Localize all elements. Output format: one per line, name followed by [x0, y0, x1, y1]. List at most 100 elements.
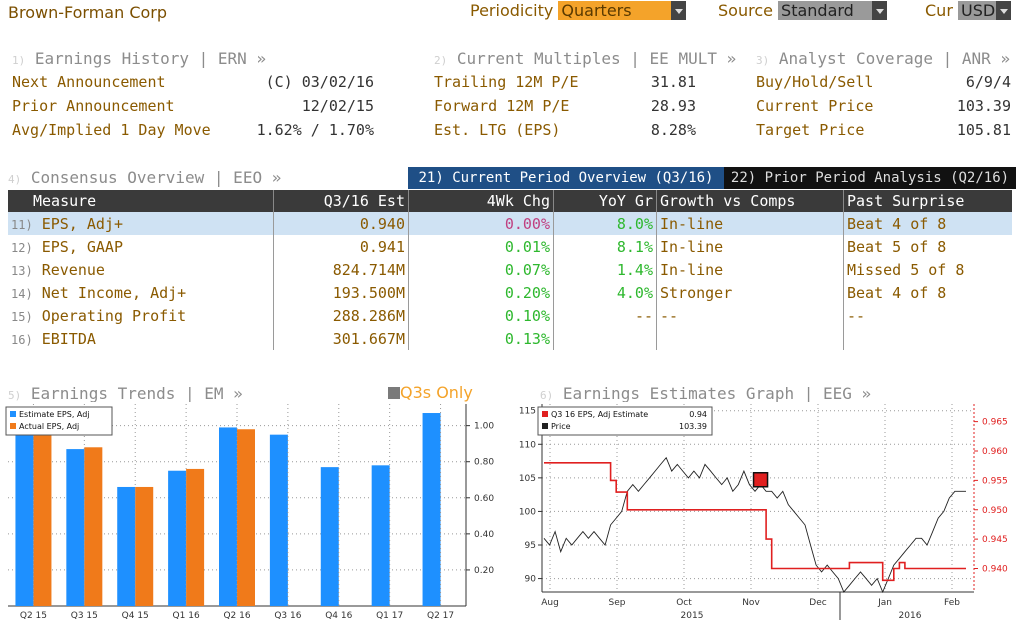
analyst-coverage-header[interactable]: 3) Analyst Coverage | ANR » [756, 49, 1010, 68]
current-multiples-panel: Trailing 12M P/E 31.81 Forward 12M P/E 28.… [434, 73, 696, 145]
legend-box [537, 406, 713, 436]
column-header[interactable]: YoY Gr [553, 190, 657, 212]
earnings-history-header[interactable]: 1) Earnings History | ERN » [12, 49, 266, 68]
growth-cell [656, 327, 844, 350]
info-value: 105.81 [956, 121, 1011, 139]
x-tick-label: Nov [742, 598, 760, 608]
surprise-cell: Beat 5 of 8 [847, 237, 947, 256]
company-title: Brown-Forman Corp [8, 3, 168, 22]
legend-label: Actual EPS, Adj [19, 422, 79, 431]
x-tick-label: Q4 15 [122, 611, 149, 621]
legend-swatch [10, 423, 16, 429]
x-tick-label: Aug [541, 598, 559, 608]
info-value: 31.81 [650, 73, 696, 91]
info-value: 6/9/4 [965, 73, 1011, 91]
column-header[interactable]: Measure [8, 190, 274, 212]
x-tick-label: Q2 15 [20, 611, 47, 621]
bar [219, 427, 237, 606]
info-value: 8.28% [650, 121, 696, 139]
chevron-down-icon[interactable] [995, 1, 1011, 20]
table-row[interactable]: 11) EPS, Adj+ 0.940 0.00% 8.0% In-line B… [8, 212, 1012, 235]
estimate-cell: 0.941 [273, 235, 409, 258]
tab-current-period[interactable]: 21) Current Period Overview (Q3/16) [408, 167, 724, 189]
growth-cell: -- [656, 304, 844, 327]
q3s-only-toggle[interactable]: Q3s Only [388, 383, 473, 402]
yoy-cell: 4.0% [553, 281, 657, 304]
y-tick-label: 1.00 [474, 422, 494, 432]
chart-legend: Estimate EPS, Adj Actual EPS, Adj [5, 406, 113, 436]
x-tick-label: Q2 16 [223, 611, 250, 621]
tab-prior-period[interactable]: 22) Prior Period Analysis (Q2/16) [724, 167, 1016, 189]
table-row[interactable]: 14) Net Income, Adj+ 193.500M 0.20% 4.0%… [8, 281, 1012, 304]
legend-swatch [542, 411, 548, 417]
surprise-cell: -- [847, 306, 866, 325]
source-label: Source [718, 1, 773, 20]
bar [371, 465, 390, 606]
info-row: Prior Announcement 12/02/15 [12, 97, 374, 121]
surprise-cell: Beat 4 of 8 [843, 212, 1012, 235]
info-row: Trailing 12M P/E 31.81 [434, 73, 696, 97]
info-label: Avg/Implied 1 Day Move [12, 121, 211, 139]
currency-control: Cur USD [925, 1, 1011, 20]
measure-cell[interactable]: 12) EPS, GAAP [8, 235, 274, 258]
yoy-cell: 8.0% [553, 212, 657, 235]
legend-label: Estimate EPS, Adj [19, 410, 90, 419]
yoy-cell: -- [553, 304, 657, 327]
measure-cell[interactable]: 14) Net Income, Adj+ [8, 281, 274, 304]
earnings-trends-header[interactable]: 5) Earnings Trends | EM » [8, 384, 243, 403]
section-number: 2) [434, 54, 448, 67]
section-number: 5) [8, 389, 22, 402]
table-row[interactable]: 13) Revenue 824.714M 0.07% 1.4% In-line … [8, 258, 1012, 281]
source-control: Source Standard [718, 1, 888, 20]
change-cell: 0.10% [408, 304, 554, 327]
consensus-header[interactable]: 4) Consensus Overview | EEO » [8, 168, 281, 187]
info-label: Trailing 12M P/E [434, 73, 579, 91]
growth-cell: In-line [656, 258, 844, 281]
source-select[interactable]: Standard [778, 1, 873, 20]
y-tick-label-right: 0.965 [982, 418, 1008, 428]
table-row[interactable]: 16) EBITDA 301.667M 0.13% [8, 327, 1012, 350]
measure-cell[interactable]: 16) EBITDA [8, 327, 274, 350]
bar [84, 447, 103, 606]
bar [320, 467, 339, 606]
chevron-down-icon[interactable] [671, 1, 687, 20]
column-header[interactable]: Q3/16 Est [273, 190, 409, 212]
measure-cell[interactable]: 15) Operating Profit [8, 304, 274, 327]
y-tick-label-left: 100 [519, 507, 536, 517]
column-header[interactable]: Past Surprise [843, 190, 1012, 212]
currency-label: Cur [925, 1, 953, 20]
x-tick-label: Q2 17 [427, 611, 454, 621]
table-row[interactable]: 12) EPS, GAAP 0.941 0.01% 8.1% In-line B… [8, 235, 1012, 258]
measure-cell[interactable]: 13) Revenue [8, 258, 274, 281]
info-value: 1.62% / 1.70% [256, 121, 374, 139]
currency-select[interactable]: USD [957, 1, 996, 20]
yoy-cell: 1.4% [553, 258, 657, 281]
chevron-down-icon[interactable] [872, 1, 888, 20]
legend-label: Q3 16 EPS, Adj Estimate [551, 410, 648, 419]
chart-background [510, 402, 1024, 623]
checkbox-icon[interactable] [388, 387, 400, 399]
estimate-cell: 288.286M [273, 304, 409, 327]
x-tick-label: Oct [676, 598, 692, 608]
consensus-table: Measure Q3/16 Est 4Wk Chg YoY Gr Growth … [8, 190, 1012, 350]
change-cell: 0.00% [408, 212, 554, 235]
yoy-cell: 8.1% [553, 235, 657, 258]
legend-swatch [10, 411, 16, 417]
info-value: (C) 03/02/16 [265, 73, 374, 91]
estimate-cell: 0.940 [273, 212, 409, 235]
bar [117, 486, 136, 606]
earnings-estimates-header[interactable]: 6) Earnings Estimates Graph | EEG » [540, 384, 871, 403]
measure-cell[interactable]: 11) EPS, Adj+ [8, 212, 274, 235]
chart-legend: Q3 16 EPS, Adj Estimate 0.94 Price 103.39 [537, 406, 713, 436]
info-label: Target Price [756, 121, 865, 139]
table-row[interactable]: 15) Operating Profit 288.286M 0.10% -- -… [8, 304, 1012, 327]
current-multiples-header[interactable]: 2) Current Multiples | EE MULT » [434, 49, 736, 68]
periodicity-select[interactable]: Quarters [558, 1, 672, 20]
legend-label: Price [551, 422, 571, 431]
column-header[interactable]: Growth vs Comps [656, 190, 844, 212]
info-value: 103.39 [956, 97, 1011, 115]
column-header[interactable]: 4Wk Chg [408, 190, 554, 212]
info-row: Forward 12M P/E 28.93 [434, 97, 696, 121]
x-tick-label: Q1 16 [173, 611, 200, 621]
yoy-cell [553, 327, 657, 350]
